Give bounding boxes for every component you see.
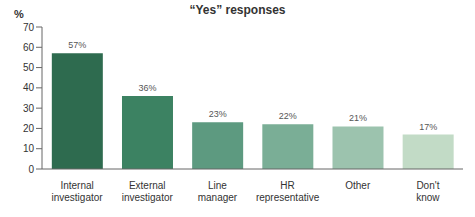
svg-text:30: 30 <box>23 103 35 114</box>
svg-text:23%: 23% <box>209 109 227 119</box>
svg-text:21%: 21% <box>349 113 367 123</box>
svg-text:70: 70 <box>23 22 35 33</box>
svg-text:10: 10 <box>23 143 35 154</box>
svg-text:20: 20 <box>23 123 35 134</box>
html-text:“Yes” responses: “Yes” responses <box>189 3 286 17</box>
svg-text:Externalinvestigator: Externalinvestigator <box>122 180 174 203</box>
svg-text:HRrepresentative: HRrepresentative <box>256 180 320 203</box>
svg-text:17%: 17% <box>419 122 437 132</box>
svg-text:36%: 36% <box>138 83 156 93</box>
svg-text:Other: Other <box>345 180 371 191</box>
svg-text:Don'tknow: Don'tknow <box>416 180 440 203</box>
svg-text:22%: 22% <box>279 111 297 121</box>
svg-text:Linemanager: Linemanager <box>198 180 238 203</box>
svg-text:Internalinvestigator: Internalinvestigator <box>52 180 104 203</box>
svg-text:0: 0 <box>28 164 34 175</box>
svg-text:60: 60 <box>23 42 35 53</box>
svg-text:40: 40 <box>23 82 35 93</box>
svg-text:50: 50 <box>23 62 35 73</box>
svg-text:57%: 57% <box>68 40 86 50</box>
